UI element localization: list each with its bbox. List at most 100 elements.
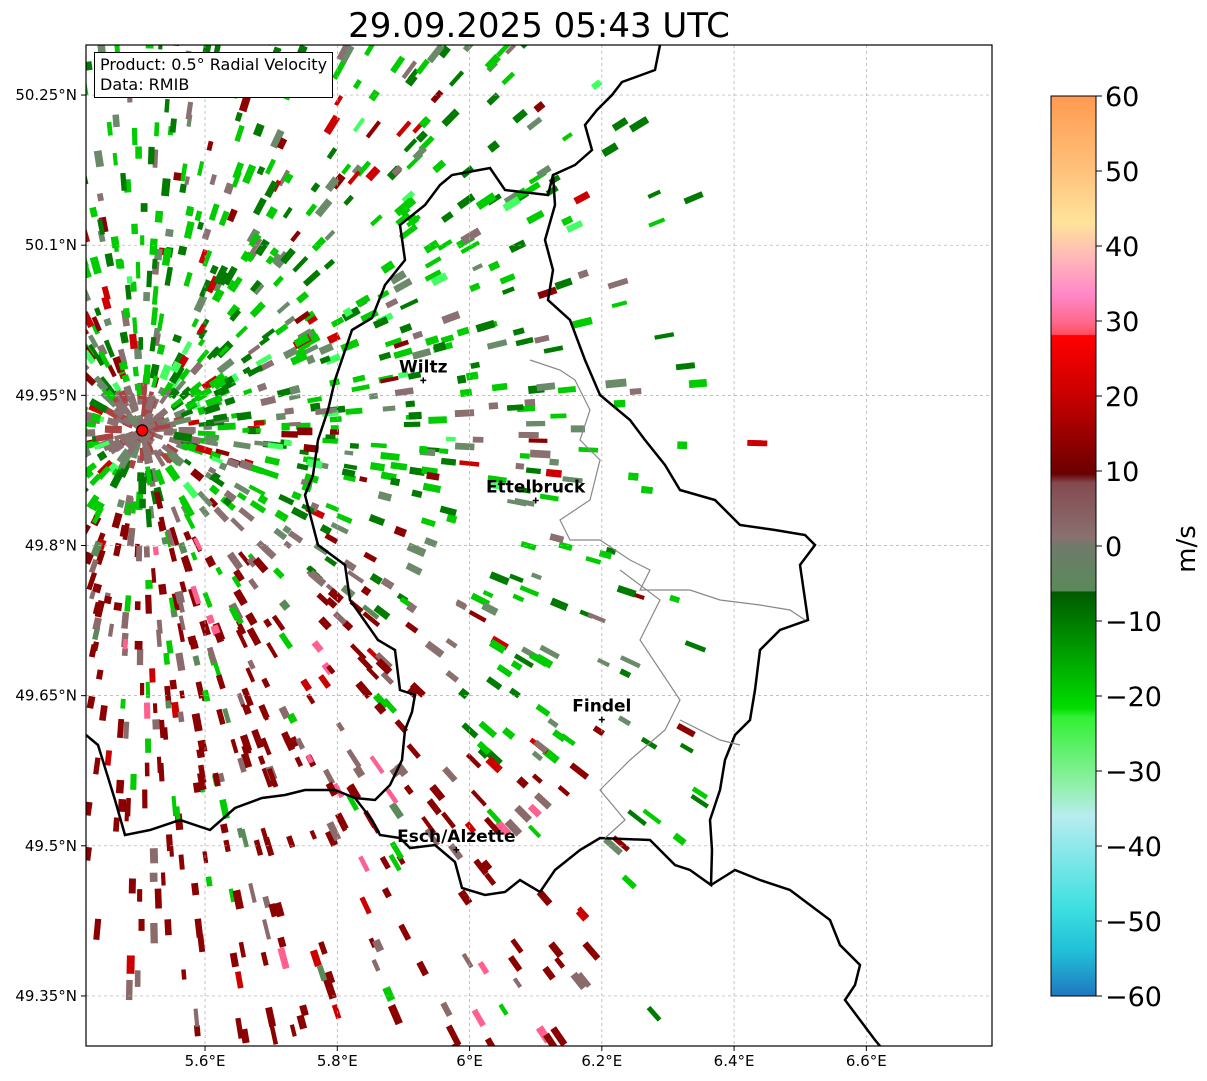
echo-gate <box>297 427 313 436</box>
echo-gate <box>149 336 157 352</box>
echo-gate <box>93 440 110 450</box>
echo-gate <box>184 400 197 411</box>
echo-gate <box>163 652 171 665</box>
echo-gate <box>531 750 544 762</box>
echo-gate <box>203 439 219 447</box>
echo-gate <box>63 281 74 295</box>
echo-gate <box>263 836 275 857</box>
echo-gate <box>67 560 80 578</box>
echo-gate <box>184 176 190 185</box>
echo-gate <box>401 190 416 204</box>
echo-gate <box>261 328 276 340</box>
echo-gate <box>183 512 196 530</box>
echo-gate <box>164 919 172 936</box>
echo-gate <box>183 458 192 466</box>
echo-gate <box>181 969 187 980</box>
echo-gate <box>629 387 642 395</box>
echo-gate <box>397 371 409 379</box>
echo-gate <box>287 530 304 544</box>
echo-gate <box>346 748 362 769</box>
echo-gate <box>137 889 143 902</box>
echo-gate <box>385 788 399 805</box>
echo-gate <box>506 404 524 411</box>
echo-gate <box>510 660 523 671</box>
echo-gate <box>226 208 238 223</box>
echo-gate <box>86 469 94 479</box>
echo-gate <box>336 513 353 524</box>
map-title: 29.09.2025 05:43 UTC <box>348 6 730 46</box>
echo-gate <box>124 502 132 516</box>
radar-site-marker[interactable] <box>136 424 149 437</box>
echo-gate <box>113 45 121 56</box>
echo-gate <box>223 489 237 502</box>
echo-gate <box>382 405 396 412</box>
echo-gate <box>552 729 567 743</box>
echo-gate <box>324 229 336 241</box>
echo-gate <box>162 727 169 740</box>
echo-gate <box>61 293 72 304</box>
echo-gate <box>151 258 158 269</box>
echo-gate <box>628 116 650 133</box>
echo-gate <box>94 599 106 618</box>
echo-gate <box>299 1004 309 1017</box>
echo-gate <box>526 116 543 131</box>
echo-gate <box>484 53 501 71</box>
echo-gate <box>554 956 566 969</box>
echo-gate <box>194 918 204 938</box>
echo-gate <box>592 725 605 737</box>
echo-gate <box>233 482 251 496</box>
echo-gate <box>72 488 83 499</box>
echo-gate <box>489 571 510 586</box>
echo-gate <box>290 506 309 521</box>
echo-gate <box>197 934 206 953</box>
echo-gate <box>405 400 416 408</box>
echo-gate <box>343 194 354 206</box>
echo-gate <box>265 1006 277 1028</box>
echo-gate <box>374 652 393 670</box>
echo-gate <box>375 658 393 675</box>
echo-gate <box>162 452 173 464</box>
colorbar-ticks: 60 50 40 30 20 10 0 −10 −20 −30 −40 −50 −60 <box>1096 82 1162 1013</box>
echo-gate <box>254 238 270 257</box>
echo-gate <box>424 828 440 847</box>
echo-gate <box>253 283 265 296</box>
echo-gate <box>300 678 313 692</box>
echo-gate <box>369 755 385 775</box>
echo-gate <box>433 341 447 353</box>
echo-gate <box>121 374 130 383</box>
echo-gate <box>61 709 70 720</box>
echo-gate <box>72 912 79 924</box>
echo-gate <box>97 465 111 480</box>
echo-gate <box>262 918 272 940</box>
echo-gate <box>86 439 100 451</box>
echo-gate <box>596 657 611 668</box>
echo-gate <box>430 89 444 104</box>
echo-gate <box>561 215 574 227</box>
echo-gate <box>143 702 151 719</box>
echo-gate <box>550 1026 568 1046</box>
echo-gate <box>201 228 212 241</box>
echo-gate <box>96 669 104 680</box>
echo-gate <box>529 449 551 459</box>
echo-gate <box>86 429 96 437</box>
echo-gate <box>345 407 363 415</box>
echo-gate <box>369 572 383 585</box>
echo-gate <box>220 823 229 834</box>
echo-gate <box>173 416 192 426</box>
echo-gate <box>613 399 626 408</box>
echo-gate <box>445 670 460 683</box>
echo-gate <box>92 617 102 631</box>
echo-gate <box>178 494 190 508</box>
echo-gate <box>484 872 497 886</box>
echo-gate <box>526 209 545 225</box>
echo-gate <box>675 362 696 371</box>
echo-gate <box>130 442 141 459</box>
echo-gate <box>487 260 501 272</box>
echo-gate <box>294 310 311 325</box>
echo-gate <box>319 524 333 536</box>
echo-gate <box>349 442 359 449</box>
echo-gate <box>440 211 454 223</box>
echo-gate <box>209 346 222 359</box>
echo-gate <box>209 474 225 488</box>
